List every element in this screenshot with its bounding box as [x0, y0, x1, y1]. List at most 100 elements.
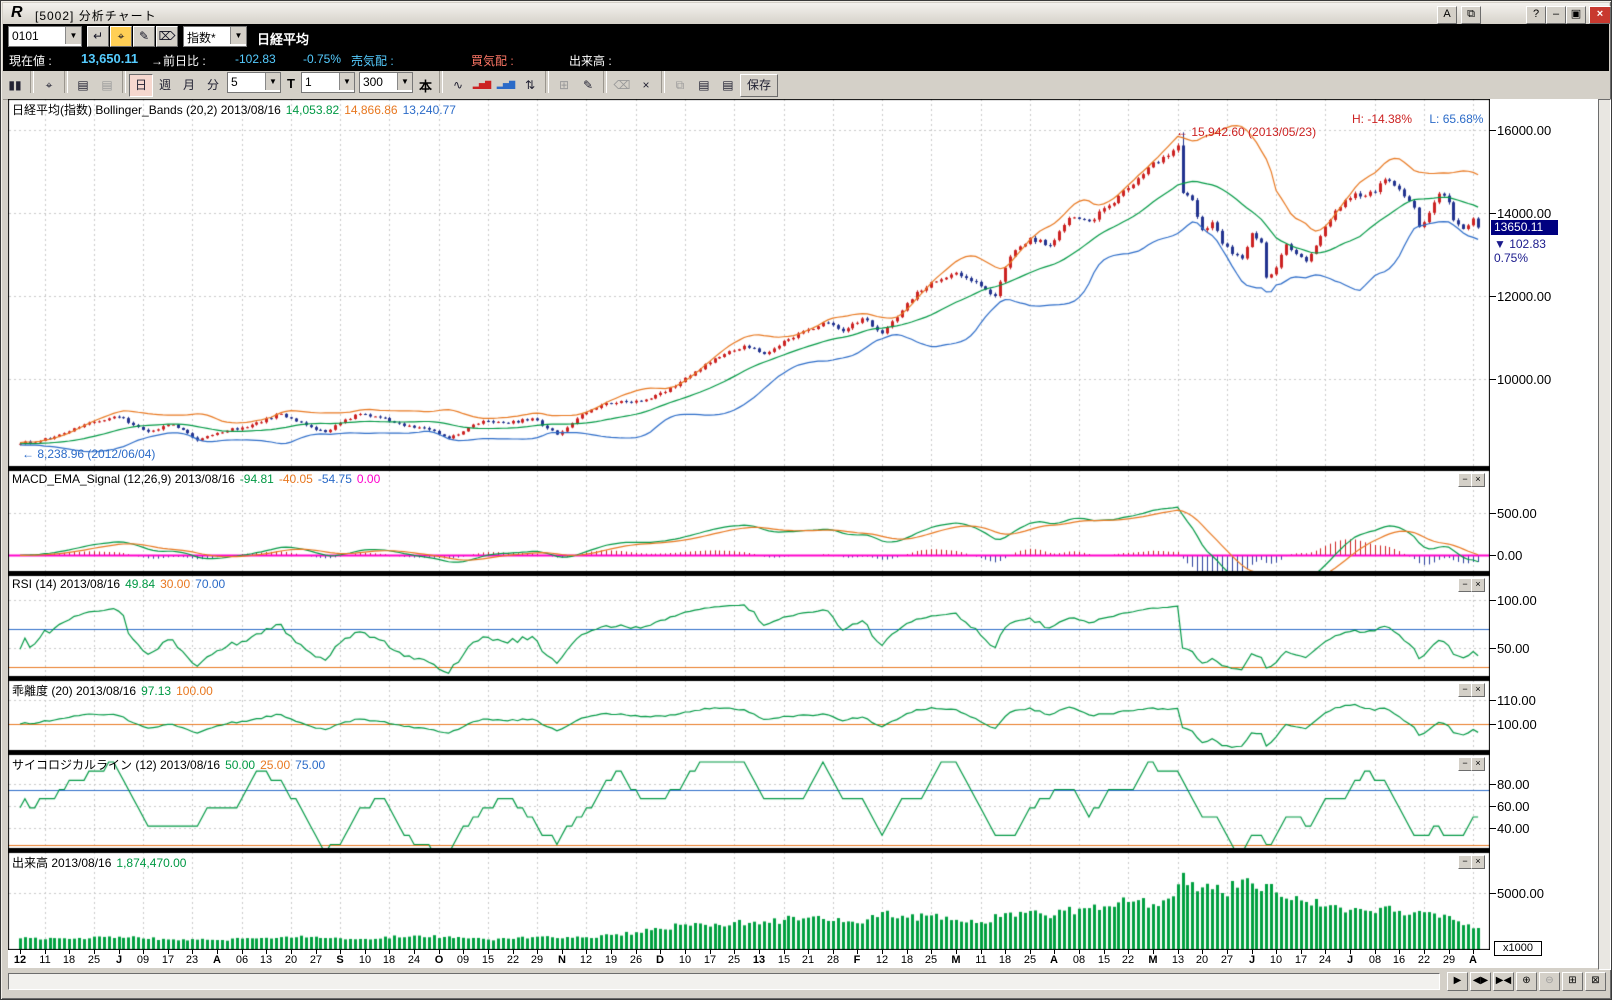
red-bars-icon[interactable]: ▂▅▇	[469, 74, 494, 97]
search-icon[interactable]: ⌖	[110, 26, 132, 47]
close-chart-button[interactable]: ⊠	[1585, 972, 1606, 991]
price-panel-header: 日経平均(指数) Bollinger_Bands (20,2) 2013/08/…	[12, 103, 456, 117]
x-axis-label: 20	[284, 954, 298, 966]
symbol-code-input[interactable]: 0101 ▼	[8, 26, 82, 47]
rsi-minimize-button[interactable]: −	[1458, 578, 1472, 592]
panel-divider[interactable]	[8, 572, 1490, 575]
psychological-chart-canvas[interactable]	[8, 754, 1490, 849]
x-axis-label: 28	[826, 954, 840, 966]
delete-drawing-icon[interactable]: ×	[633, 74, 658, 97]
psychological-close-button[interactable]: ×	[1471, 757, 1485, 771]
blue-bars-icon[interactable]: ▂▅▇	[493, 74, 518, 97]
psychological-minimize-button[interactable]: −	[1458, 757, 1472, 771]
save-button[interactable]: 保存	[739, 74, 778, 97]
axis-label: 14000.00	[1497, 206, 1552, 221]
restore-button[interactable]: ▣	[1566, 6, 1586, 24]
symbol-code-value: 0101	[12, 29, 39, 43]
title-bar[interactable]: R [5002] 分析チャート A ⧉? – ▣ ×	[3, 3, 1611, 24]
scrollbar-track[interactable]	[8, 973, 1440, 990]
chevron-down-icon[interactable]: ▼	[265, 73, 280, 90]
change-pct-value: -0.75%	[303, 52, 342, 66]
panel-divider[interactable]	[8, 751, 1490, 754]
zoom-out-button: ⊖	[1539, 972, 1560, 991]
x-axis-tick	[1399, 950, 1400, 954]
x-axis-tick	[1005, 950, 1006, 954]
deviation-close-button[interactable]: ×	[1471, 683, 1485, 697]
tick-select[interactable]: 1 ▼	[300, 72, 355, 93]
x-axis-label: 12	[875, 954, 889, 966]
zoom-in-button[interactable]: ⊕	[1516, 972, 1537, 991]
pencil-icon[interactable]: ✎	[575, 74, 600, 97]
edit-icon[interactable]: ✎	[133, 26, 155, 47]
page-forward-icon[interactable]: ▤	[715, 74, 740, 97]
line-chart-icon[interactable]: ∿	[445, 74, 470, 97]
x-axis-tick	[316, 950, 317, 954]
macd-close-button[interactable]: ×	[1471, 473, 1485, 487]
x-axis-label: 12	[579, 954, 593, 966]
psychological-panel-header: サイコロジカルライン (12) 2013/08/16 50.00 25.00 75.0…	[12, 758, 326, 772]
period-month-button[interactable]: 月	[177, 74, 201, 97]
tick-label: T	[287, 76, 295, 91]
period-week-button[interactable]: 週	[153, 74, 177, 97]
close-button[interactable]: ×	[1589, 6, 1611, 24]
x-axis-label: 29	[530, 954, 544, 966]
volume-close-button[interactable]: ×	[1471, 855, 1485, 869]
enter-icon[interactable]: ↵	[87, 26, 109, 47]
help-button[interactable]: ?	[1526, 6, 1546, 24]
low-annotation: ← 8,238.96 (2012/06/04)	[22, 447, 156, 461]
price-chart-canvas[interactable]	[8, 99, 1490, 467]
rsi-chart-canvas[interactable]	[8, 575, 1490, 677]
chevron-down-icon[interactable]: ▼	[338, 73, 354, 90]
deviation-chart-canvas[interactable]	[8, 680, 1490, 751]
page-back-icon[interactable]: ▤	[691, 74, 716, 97]
zoom-icon[interactable]: ⌖	[37, 74, 61, 97]
toolbar-separator	[602, 71, 607, 93]
erase-icon[interactable]: ⌦	[156, 26, 178, 47]
x-axis-tick	[931, 950, 932, 954]
chevron-down-icon[interactable]: ▼	[230, 27, 246, 44]
vertical-scrollbar[interactable]	[1598, 99, 1611, 970]
x-axis-label: F	[853, 954, 861, 966]
x-axis-tick	[1054, 950, 1055, 954]
bar-count-select[interactable]: 300 ▼	[358, 72, 413, 93]
panel-divider[interactable]	[8, 849, 1490, 852]
axis-label: 100.00	[1497, 717, 1537, 732]
font-button[interactable]: A	[1437, 6, 1457, 24]
chevron-down-icon[interactable]: ▼	[396, 73, 412, 90]
x-axis-label: 12	[13, 954, 27, 966]
x-axis-label: 18	[900, 954, 914, 966]
volume-chart-canvas[interactable]	[8, 852, 1490, 950]
expand-bars-button[interactable]: ◀▶	[1470, 972, 1491, 991]
grid-toggle-button[interactable]: ⊞	[1562, 972, 1583, 991]
x-axis-label: 25	[87, 954, 101, 966]
x-axis-tick	[414, 950, 415, 954]
panel-divider[interactable]	[8, 677, 1490, 680]
rsi-close-button[interactable]: ×	[1471, 578, 1485, 592]
x-axis-tick	[488, 950, 489, 954]
axis-label: 110.00	[1497, 693, 1536, 708]
scroll-step-button[interactable]: ▶	[1447, 972, 1468, 991]
candlestick-icon[interactable]: ▮▮	[3, 74, 27, 97]
period-minute-button[interactable]: 分	[201, 74, 225, 97]
arrange-windows-button[interactable]: ⧉	[1461, 6, 1481, 24]
new-chart-icon[interactable]: ▤	[71, 74, 95, 97]
updown-arrows-icon[interactable]: ⇅	[517, 74, 542, 97]
axis-tick	[1489, 130, 1496, 131]
x-axis-label: 11	[975, 954, 987, 966]
minimize-button[interactable]: –	[1546, 6, 1566, 24]
category-value: 指数*	[187, 31, 216, 45]
macd-chart-canvas[interactable]	[8, 470, 1490, 572]
period-day-button[interactable]: 日	[129, 74, 153, 97]
x-axis-label: 13	[259, 954, 273, 966]
minute-interval-select[interactable]: 5 ▼	[227, 72, 281, 93]
x-axis-label: 10	[358, 954, 372, 966]
x-axis-tick	[1227, 950, 1228, 954]
volume-minimize-button[interactable]: −	[1458, 855, 1472, 869]
low-pct: L: 65.68%	[1429, 112, 1484, 126]
category-select[interactable]: 指数* ▼	[183, 26, 247, 47]
macd-minimize-button[interactable]: −	[1458, 473, 1472, 487]
shrink-bars-button[interactable]: ▶◀	[1493, 972, 1514, 991]
deviation-minimize-button[interactable]: −	[1458, 683, 1472, 697]
panel-divider[interactable]	[8, 467, 1490, 470]
chevron-down-icon[interactable]: ▼	[65, 27, 81, 44]
